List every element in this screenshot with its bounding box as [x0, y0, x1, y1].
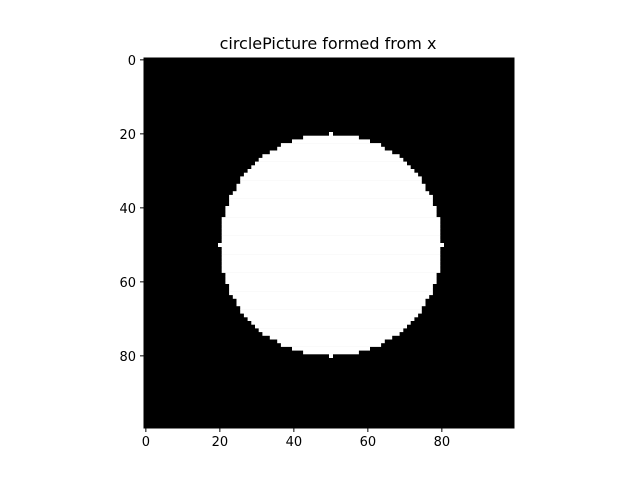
image-pixel-run	[221, 265, 441, 270]
image-pixel-run	[255, 324, 407, 329]
image-pixel-run	[229, 287, 433, 292]
image-pixel-run	[329, 132, 333, 136]
image-pixel-run	[303, 135, 359, 140]
image-pixel-run	[247, 317, 415, 321]
image-pixel-run	[329, 354, 333, 358]
image-pixel-run	[221, 220, 441, 225]
x-tick-label: 40	[286, 435, 303, 450]
image-pixel-run	[292, 139, 370, 144]
image-pixel-run	[251, 165, 411, 170]
image-pixels	[218, 132, 444, 358]
x-tick-label: 20	[212, 435, 229, 450]
y-tick-label: 0	[128, 54, 136, 69]
image-pixel-run	[221, 246, 441, 251]
image-pixel-run	[229, 291, 433, 296]
image-pixel-run	[225, 209, 437, 214]
y-tick-label: 60	[119, 276, 136, 291]
image-pixel-run	[221, 235, 441, 240]
chart-title: circlePicture formed from x	[220, 34, 437, 53]
image-pixel-run	[269, 150, 393, 155]
image-pixel-run	[221, 231, 441, 236]
image-pixel-run	[221, 250, 441, 255]
image-pixel-run	[221, 239, 441, 244]
x-tick-label: 80	[434, 435, 451, 450]
y-tick-label: 80	[119, 350, 136, 365]
image-pixel-run	[277, 146, 385, 151]
image-pixel-run	[225, 272, 437, 277]
image-pixel-run	[280, 342, 382, 347]
image-pixel-run	[229, 198, 433, 203]
image-pixel-run	[262, 331, 400, 336]
image-pixel-run	[236, 302, 426, 307]
image-pixel-run	[269, 335, 393, 340]
image-pixel-run	[255, 161, 407, 166]
y-tick-label: 20	[119, 128, 136, 143]
x-tick-label: 0	[142, 435, 150, 450]
image-pixel-run	[221, 254, 441, 259]
image-pixel-run	[225, 213, 437, 218]
image-pixel-run	[240, 309, 422, 314]
image-pixel-run	[221, 268, 441, 273]
image-pixel-run	[225, 280, 437, 284]
image-pixel-run	[258, 328, 404, 333]
image-pixel-run	[240, 305, 422, 310]
image-pixel-run	[240, 180, 422, 185]
image-pixel-run	[251, 320, 411, 325]
image-pixel-run	[240, 176, 422, 181]
image-pixel-run	[262, 154, 400, 159]
image-pixel-run	[229, 194, 433, 199]
image-pixel-run	[221, 261, 441, 266]
image-pixel-run	[218, 243, 444, 247]
image-pixel-run	[277, 339, 385, 344]
image-pixel-run	[221, 228, 441, 233]
image-pixel-run	[258, 157, 404, 162]
image-pixel-run	[232, 191, 430, 196]
image-pixel-run	[236, 187, 426, 192]
y-axis: 0 20 40 60 80	[119, 54, 144, 365]
image-pixel-run	[280, 143, 382, 148]
image-pixel-run	[232, 294, 430, 299]
image-pixel-run	[236, 298, 426, 303]
image-pixel-run	[221, 257, 441, 262]
image-pixel-run	[221, 217, 441, 222]
image-pixel-run	[292, 346, 370, 351]
x-tick-label: 60	[360, 435, 377, 450]
image-pixel-run	[247, 169, 415, 173]
image-pixel-run	[229, 283, 433, 288]
image-pixel-run	[243, 313, 419, 318]
plot-area	[143, 57, 515, 429]
image-pixel-run	[225, 206, 437, 210]
image-pixel-run	[229, 202, 433, 207]
image-pixel-run	[303, 350, 359, 355]
x-axis: 0 20 40 60 80	[142, 428, 450, 450]
image-pixel-run	[225, 276, 437, 281]
image-pixel-run	[236, 183, 426, 188]
image-pixel-run	[221, 224, 441, 229]
y-tick-label: 40	[119, 202, 136, 217]
image-pixel-run	[243, 172, 419, 177]
axes-frame	[143, 57, 515, 429]
